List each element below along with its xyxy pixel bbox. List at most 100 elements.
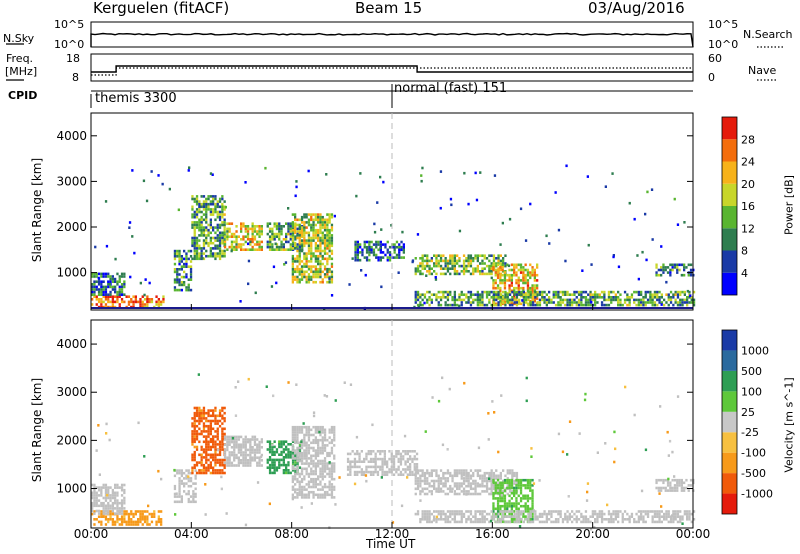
- heatmap-cell: [233, 448, 236, 452]
- heatmap-cell: [95, 272, 98, 276]
- heatmap-cell: [305, 496, 308, 499]
- heatmap-cell: [296, 254, 299, 258]
- heatmap-cell: [368, 253, 371, 257]
- heatmap-cell: [195, 241, 199, 245]
- heatmap-cell: [686, 296, 689, 299]
- heatmap-cell: [531, 520, 535, 524]
- heatmap-cell: [421, 262, 424, 265]
- heatmap-cell: [603, 298, 606, 302]
- heatmap-cell: [426, 512, 429, 516]
- heatmap-cell: [314, 464, 317, 468]
- heatmap-cell: [476, 520, 479, 524]
- heatmap-cell: [294, 483, 297, 486]
- heatmap-cell: [291, 467, 294, 471]
- heatmap-cell: [513, 491, 516, 495]
- heatmap-cell: [519, 497, 523, 500]
- heatmap-cell: [678, 268, 681, 272]
- heatmap-cell: [319, 280, 322, 284]
- heatmap-cell: [310, 278, 313, 281]
- heatmap-cell: [472, 259, 475, 263]
- heatmap-cell: [120, 283, 124, 286]
- heatmap-cell: [244, 443, 247, 446]
- heatmap-cell: [531, 507, 534, 511]
- heatmap-cell: [314, 241, 317, 245]
- heatmap-cell: [662, 263, 665, 267]
- heatmap-cell: [333, 467, 336, 471]
- heatmap-cell: [209, 195, 212, 198]
- heatmap-cell: [524, 507, 527, 511]
- heatmap-cell: [495, 515, 498, 518]
- heatmap-cell: [212, 197, 215, 201]
- heatmap-cell: [120, 488, 124, 492]
- heatmap-cell: [291, 480, 294, 484]
- heatmap-cell: [242, 438, 245, 441]
- heatmap-cell: [278, 238, 281, 241]
- heatmap-cell: [328, 461, 331, 464]
- heatmap-cell: [469, 257, 473, 260]
- heatmap-cell: [300, 493, 304, 497]
- heatmap-cell: [458, 257, 461, 260]
- heatmap-cell: [209, 414, 212, 418]
- heatmap-cell: [426, 290, 429, 294]
- heatmap-cell: [130, 300, 133, 304]
- heatmap-cell: [510, 491, 513, 495]
- heatmap-cell: [474, 515, 477, 518]
- heatmap-cell: [221, 432, 224, 436]
- heatmap-cell: [515, 484, 518, 487]
- heatmap-cell: [323, 493, 327, 497]
- heatmap-cell: [497, 254, 500, 257]
- heatmap-cell: [314, 493, 317, 497]
- heatmap-cell: [423, 477, 427, 480]
- heatmap-cell: [303, 213, 306, 216]
- heatmap-cell: [573, 301, 576, 304]
- heatmap-cell: [251, 235, 254, 238]
- heatmap-cell: [399, 452, 403, 456]
- heatmap-cell: [536, 266, 539, 269]
- heatmap-cell: [511, 490, 514, 493]
- heatmap-cell: [256, 438, 259, 441]
- heatmap-cell: [653, 520, 657, 524]
- heatmap-cell: [285, 240, 288, 244]
- heatmap-cell: [328, 241, 331, 245]
- heatmap-cell: [511, 471, 514, 475]
- heatmap-cell: [214, 463, 217, 467]
- heatmap-cell: [442, 518, 445, 521]
- heatmap-cell: [321, 472, 324, 476]
- heatmap-cell: [566, 290, 569, 294]
- heatmap-cell: [272, 265, 276, 269]
- heatmap-cell: [246, 225, 250, 228]
- heatmap-cell: [193, 440, 196, 444]
- heatmap-cell: [392, 473, 396, 476]
- heatmap-cell: [202, 244, 206, 248]
- heatmap-cell: [291, 440, 295, 443]
- heatmap-cell: [499, 499, 502, 503]
- heatmap-cell: [330, 239, 334, 242]
- heatmap-cell: [312, 226, 315, 229]
- heatmap-cell: [614, 510, 617, 513]
- heatmap-cell: [236, 456, 239, 460]
- heatmap-cell: [100, 523, 103, 526]
- heatmap-cell: [240, 451, 243, 454]
- heatmap-cell: [307, 213, 311, 216]
- heatmap-cell: [419, 490, 422, 493]
- heatmap-cell: [185, 477, 188, 480]
- heatmap-cell: [205, 241, 208, 245]
- heatmap-cell: [669, 273, 672, 277]
- heatmap-cell: [472, 267, 475, 270]
- heatmap-cell: [437, 399, 441, 403]
- heatmap-cell: [275, 235, 279, 238]
- heatmap-cell: [317, 239, 320, 242]
- heatmap-cell: [584, 298, 588, 302]
- heatmap-cell: [102, 486, 105, 489]
- heatmap-cell: [310, 480, 313, 484]
- heatmap-cell: [426, 487, 429, 491]
- heatmap-cell: [191, 213, 194, 216]
- heatmap-cell: [143, 510, 147, 513]
- heatmap-cell: [97, 298, 101, 301]
- heatmap-cell: [185, 469, 188, 472]
- heatmap-cell: [469, 293, 473, 296]
- heatmap-cell: [333, 470, 336, 473]
- heatmap-cell: [139, 512, 142, 516]
- heatmap-cell: [116, 501, 119, 505]
- heatmap-cell: [548, 296, 551, 299]
